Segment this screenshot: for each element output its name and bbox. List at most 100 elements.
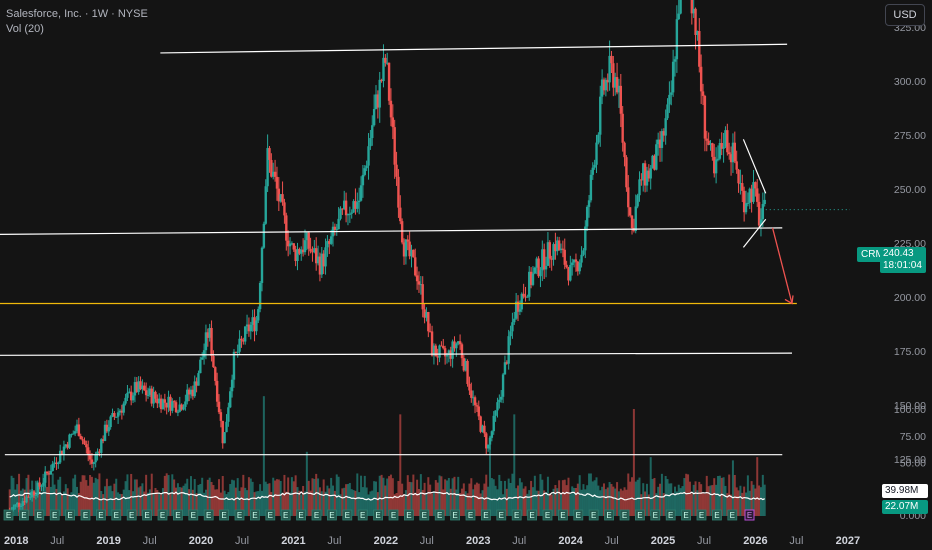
volume-bar	[324, 491, 327, 516]
earnings-marker: E	[619, 509, 630, 521]
candle-body	[53, 462, 56, 464]
candle-body	[552, 244, 555, 260]
candle-body	[673, 59, 677, 62]
volume-indicator-label[interactable]: Vol (20)	[6, 23, 44, 35]
earnings-marker: E	[49, 509, 60, 521]
volume-bar	[289, 492, 292, 516]
volume-bar	[410, 482, 413, 516]
volume-bar	[449, 488, 452, 516]
earnings-marker-label: E	[21, 511, 26, 520]
candle-body	[563, 249, 566, 265]
symbol-title[interactable]: Salesforce, Inc. · 1W · NYSE	[6, 8, 148, 20]
candle-body	[98, 451, 101, 453]
candle-body	[526, 296, 529, 298]
volume-bar	[279, 480, 282, 516]
candle-body	[339, 208, 342, 219]
candle-body	[55, 462, 58, 465]
earnings-marker-label: E	[314, 511, 319, 520]
candle-body	[234, 351, 238, 353]
candle-body	[328, 241, 331, 244]
candle-body	[186, 389, 189, 402]
candle-body	[557, 240, 561, 251]
time-axis-label: Jul	[143, 535, 157, 547]
candle-body	[156, 398, 159, 404]
candle-body	[406, 239, 409, 242]
candle-body	[316, 256, 320, 264]
volume-bar	[57, 479, 60, 516]
candle-body	[690, 0, 694, 14]
volume-bar	[371, 490, 374, 516]
candle-body	[258, 282, 262, 310]
candle-body	[201, 357, 204, 360]
candle-body	[253, 317, 256, 332]
volume-bar	[745, 492, 748, 516]
candle-body	[21, 501, 24, 507]
candle-body	[64, 444, 67, 447]
earnings-marker-box	[111, 509, 122, 521]
candle-body	[36, 482, 39, 495]
candle-body	[311, 251, 314, 253]
earnings-marker-label: E	[560, 511, 565, 520]
candle-body	[301, 249, 305, 253]
candle-body	[752, 182, 755, 202]
volume-bar	[408, 481, 411, 516]
volume-bar	[328, 488, 331, 516]
volume-bar	[520, 482, 523, 516]
earnings-marker: E	[142, 509, 153, 521]
candle-body	[365, 165, 368, 169]
volume-bar	[182, 485, 185, 516]
candle-body	[115, 416, 118, 418]
time-axis-label: 2022	[374, 535, 398, 547]
candle-body	[412, 249, 415, 258]
candle-body	[531, 273, 535, 285]
volume-bar	[19, 490, 22, 516]
candle-body	[202, 350, 206, 358]
candle-body	[671, 61, 675, 93]
volume-bar	[431, 493, 434, 516]
candle-body	[524, 296, 527, 298]
candle-body	[60, 450, 64, 455]
volume-bar	[531, 487, 534, 516]
candle-body	[75, 424, 79, 432]
volume-bar	[733, 474, 736, 516]
earnings-marker-label: E	[576, 511, 581, 520]
volume-bar	[376, 492, 379, 516]
volume-bar	[100, 490, 103, 516]
candle-body	[757, 201, 761, 226]
candle-body	[30, 491, 34, 498]
last-price-tag: 240.43 18:01:04	[880, 247, 926, 273]
volume-bar	[333, 490, 336, 516]
candle-body	[133, 382, 137, 396]
volume-bar	[40, 491, 43, 516]
volume-bar	[345, 484, 348, 516]
earnings-marker: E	[311, 509, 322, 521]
candle-body	[731, 142, 735, 163]
candle-body	[711, 143, 714, 157]
chart-legend: Salesforce, Inc. · 1W · NYSE Vol (20)	[6, 7, 148, 37]
currency-button[interactable]: USD	[885, 4, 925, 26]
candle-body	[701, 91, 705, 96]
volume-bar	[474, 484, 477, 516]
earnings-marker-box	[80, 509, 91, 521]
candle-body	[537, 258, 540, 277]
volume-bar	[401, 483, 404, 516]
earnings-marker: E	[388, 509, 399, 521]
candle-body	[443, 348, 447, 357]
candle-body	[208, 327, 211, 338]
earnings-marker-box	[373, 509, 384, 521]
candle-body	[314, 248, 318, 264]
candle-body	[184, 401, 187, 407]
candle-body	[118, 410, 122, 413]
earnings-marker: E	[157, 509, 168, 521]
volume-bar	[477, 483, 480, 516]
earnings-marker-box	[265, 509, 276, 521]
volume-bar	[203, 492, 206, 516]
volume-bar	[270, 491, 273, 516]
earnings-marker-label: E	[298, 511, 303, 520]
price-axis-tick: 75.00	[900, 431, 926, 443]
candle-body	[445, 355, 449, 357]
volume-bar	[455, 489, 458, 516]
candle-body	[608, 55, 611, 83]
candle-body	[178, 404, 181, 412]
